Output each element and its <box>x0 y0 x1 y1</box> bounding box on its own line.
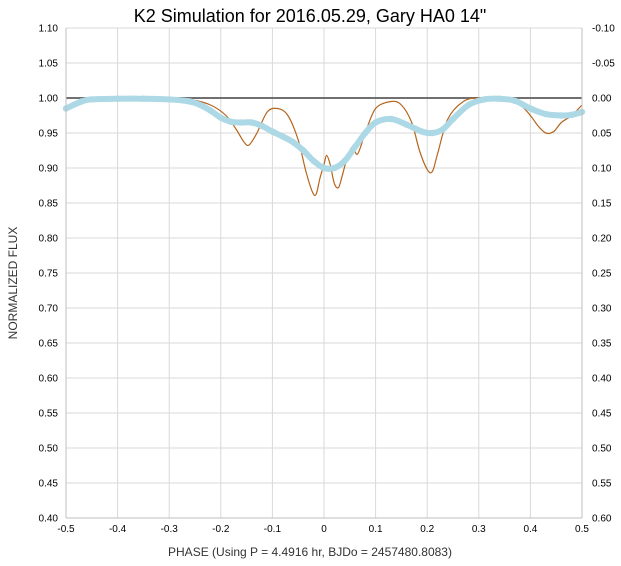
x-tick-label: 0.4 <box>523 524 537 535</box>
series-point <box>496 95 503 102</box>
y-tick-label: 0.70 <box>39 304 59 315</box>
y2-tick-label: 0.15 <box>592 199 612 210</box>
series-line-1 <box>63 95 585 172</box>
series-point <box>300 147 307 154</box>
series-point <box>372 119 379 126</box>
series-point <box>331 164 338 172</box>
series-point <box>362 129 369 137</box>
y2-tick-label: 0.60 <box>592 514 612 525</box>
y2-tick-label: 0.25 <box>592 269 612 280</box>
x-tick-label: -0.4 <box>109 524 127 535</box>
series-point <box>248 119 255 126</box>
series-point <box>78 98 85 105</box>
y-tick-label: 0.95 <box>39 129 59 140</box>
series-point <box>542 110 550 118</box>
y-tick-label: 0.65 <box>39 339 59 350</box>
y2-tick-label: -0.05 <box>592 59 615 70</box>
series-point <box>341 157 348 165</box>
series-point <box>403 121 410 128</box>
y2-tick-label: 0.40 <box>592 374 612 385</box>
y-tick-label: 0.80 <box>39 234 59 245</box>
series-point <box>320 164 328 172</box>
y-tick-label: 0.75 <box>39 269 59 280</box>
y2-tick-label: 0.55 <box>592 479 612 490</box>
series-point <box>351 143 359 151</box>
y-tick-label: 0.40 <box>39 514 59 525</box>
x-tick-label: 0.2 <box>420 524 434 535</box>
y-tick-label: 0.60 <box>39 374 59 385</box>
y2-tick-label: 0.10 <box>592 164 612 175</box>
series-point <box>186 98 194 105</box>
series-point <box>196 101 204 109</box>
x-tick-label: 0.1 <box>369 524 383 535</box>
x-tick-label: 0.5 <box>575 524 589 535</box>
series-point <box>429 129 436 137</box>
series-point <box>465 101 472 109</box>
series-point <box>279 133 286 140</box>
y-tick-label: 0.85 <box>39 199 59 210</box>
y-tick-label: 1.00 <box>39 94 59 105</box>
y-tick-label: 1.10 <box>39 24 59 35</box>
series-point <box>217 114 224 121</box>
series-point <box>207 107 214 114</box>
series-point <box>558 112 565 119</box>
axes: -0.5 -0.4 -0.3 -0.2 -0.1 0 0.1 0.2 0.3 0.4 0.51.10… <box>39 24 616 536</box>
y-tick-label: 0.50 <box>39 444 59 455</box>
series-point <box>289 138 297 146</box>
y-tick-label: 0.90 <box>39 164 59 175</box>
x-tick-label: 0.3 <box>472 524 486 535</box>
y2-tick-label: 0.35 <box>592 339 612 350</box>
series-point <box>439 126 446 133</box>
y2-tick-label: 0.05 <box>592 129 612 140</box>
series-point <box>418 128 426 135</box>
x-tick-label: -0.3 <box>161 524 179 535</box>
series-layer <box>62 95 586 197</box>
series-point <box>140 95 147 102</box>
x-axis-title: PHASE (Using P = 4.4916 hr, BJDo = 24574… <box>168 545 452 559</box>
series-point <box>114 95 121 102</box>
series-point <box>238 119 245 126</box>
y2-tick-label: 0.20 <box>592 234 612 245</box>
series-point <box>568 111 575 119</box>
series-point <box>166 96 173 103</box>
y2-tick-label: 0.30 <box>592 304 612 315</box>
series-point <box>449 115 457 123</box>
series-point <box>480 96 488 103</box>
y-tick-label: 0.45 <box>39 479 59 490</box>
y2-tick-label: 0.00 <box>592 94 612 105</box>
y2-tick-label: 0.50 <box>592 444 612 455</box>
series-point <box>258 122 266 130</box>
x-tick-label: 0 <box>321 524 327 535</box>
series-point <box>387 115 395 123</box>
y-tick-label: 1.05 <box>39 59 59 70</box>
y2-tick-label: 0.45 <box>592 409 612 420</box>
y2-tick-label: -0.10 <box>592 24 615 35</box>
series-point <box>269 128 276 135</box>
y-tick-label: 0.55 <box>39 409 59 420</box>
x-tick-label: -0.1 <box>264 524 282 535</box>
x-tick-label: -0.2 <box>212 524 230 535</box>
y-axis-title: NORMALIZED FLUX <box>6 227 20 340</box>
series-point <box>511 97 519 105</box>
series-point <box>88 96 96 103</box>
series-point <box>227 118 235 126</box>
series-point <box>310 157 317 165</box>
chart-title: K2 Simulation for 2016.05.29, Gary HA0 1… <box>134 6 487 26</box>
x-tick-label: -0.5 <box>57 524 75 535</box>
series-point <box>527 105 534 112</box>
